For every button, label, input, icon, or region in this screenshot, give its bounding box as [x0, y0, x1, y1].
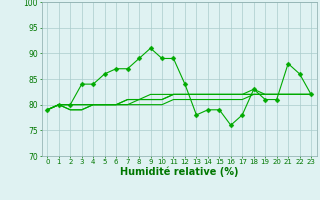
X-axis label: Humidité relative (%): Humidité relative (%): [120, 167, 238, 177]
